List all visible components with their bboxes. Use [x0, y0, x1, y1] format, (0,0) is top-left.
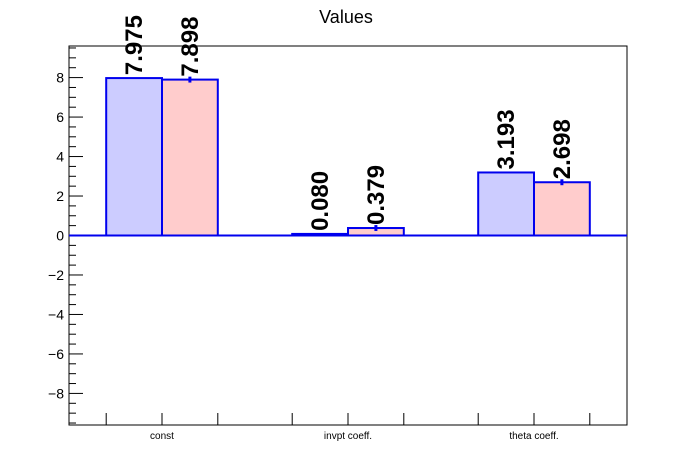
y-tick-label: 6: [56, 109, 64, 125]
y-tick-label: 2: [56, 188, 64, 204]
data-labels: 7.975 0.080 3.193 7.898 0.379 2.698: [121, 15, 576, 231]
data-label: 0.379: [363, 165, 390, 225]
data-label: 0.080: [307, 171, 334, 231]
data-label: 2.698: [549, 119, 576, 179]
y-tick-label: −6: [48, 346, 64, 362]
x-axis: const invpt coeff. theta coeff.: [105, 413, 591, 442]
y-tick-label: 0: [56, 228, 64, 244]
x-tick-label: const: [150, 431, 174, 442]
bar: [533, 181, 591, 237]
bars: [69, 76, 627, 237]
y-tick-label: −8: [48, 385, 64, 401]
bar: [477, 171, 536, 237]
y-tick-label: −4: [48, 306, 64, 322]
y-axis: −8 −6 −4 −2 0 2 4 6 8: [48, 47, 83, 424]
bar: [161, 78, 219, 237]
chart-title: Values: [319, 7, 373, 27]
y-tick-label: 4: [56, 149, 64, 165]
data-label: 7.975: [121, 15, 148, 75]
y-tick-label: −2: [48, 267, 64, 283]
bar: [105, 77, 163, 237]
x-tick-label: invpt coeff.: [324, 431, 372, 442]
x-tick-label: theta coeff.: [509, 431, 558, 442]
data-label: 7.898: [177, 17, 204, 77]
y-tick-label: 8: [56, 70, 64, 86]
data-label: 3.193: [493, 109, 520, 169]
